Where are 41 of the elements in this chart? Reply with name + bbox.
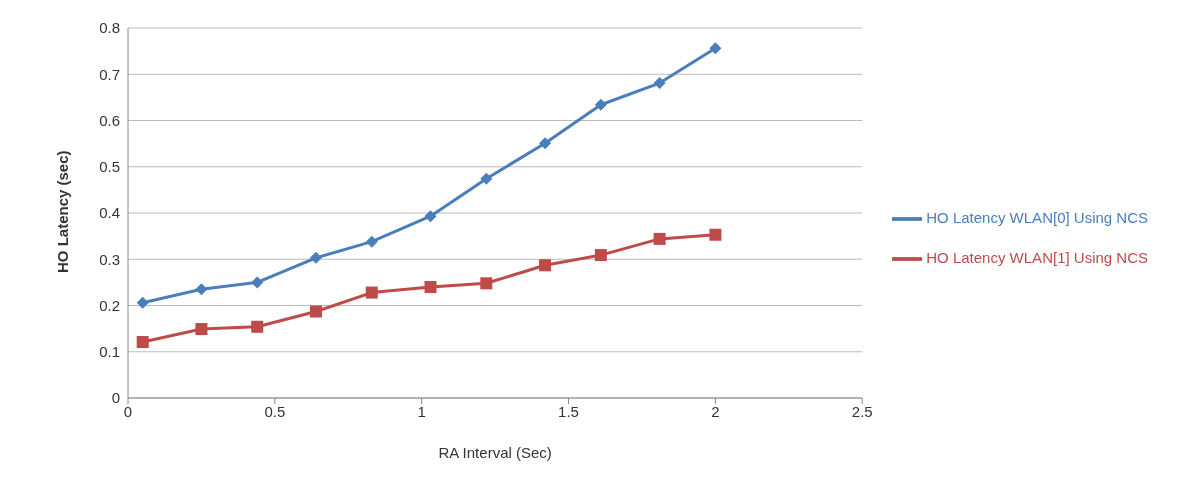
point — [480, 277, 493, 290]
x-tick-label: 1 — [417, 402, 426, 420]
point — [195, 283, 208, 296]
x-tick-label: 2.5 — [851, 402, 873, 420]
point — [480, 172, 493, 185]
y-tick-label: 0.3 — [99, 250, 120, 268]
point — [594, 98, 607, 111]
legend-label: HO Latency WLAN[1] Using NCS — [926, 249, 1148, 266]
point — [309, 305, 322, 318]
point — [709, 42, 722, 55]
y-axis-title: HO Latency (sec) — [54, 150, 72, 273]
y-tick-label: 0.8 — [99, 19, 120, 37]
x-axis-title: RA Interval (Sec) — [438, 444, 552, 461]
point — [424, 281, 437, 293]
point — [309, 251, 322, 264]
point — [365, 286, 378, 299]
point — [251, 320, 264, 333]
point — [594, 249, 607, 262]
x-tick-label: 0 — [123, 402, 133, 420]
point — [195, 323, 208, 336]
x-tick-label: 2 — [711, 402, 720, 420]
y-tick-label: 0 — [111, 389, 120, 407]
point — [251, 276, 264, 289]
point — [136, 336, 149, 349]
point — [539, 137, 552, 150]
x-tick-label: 0.5 — [264, 402, 286, 420]
y-tick-label: 0.2 — [99, 296, 120, 314]
point — [365, 235, 378, 248]
y-tick-label: 0.7 — [99, 65, 120, 83]
point — [653, 232, 666, 245]
point — [136, 296, 149, 309]
point — [424, 210, 437, 223]
x-tick-label: 1.5 — [558, 402, 579, 420]
point — [539, 259, 552, 272]
point — [653, 77, 666, 90]
point — [709, 228, 722, 241]
y-tick-label: 0.6 — [99, 111, 120, 129]
legend-label: HO Latency WLAN[0] Using NCS — [926, 209, 1148, 226]
y-tick-label: 0.1 — [99, 343, 120, 361]
y-tick-label: 0.5 — [99, 158, 120, 176]
y-tick-label: 0.4 — [99, 204, 120, 222]
